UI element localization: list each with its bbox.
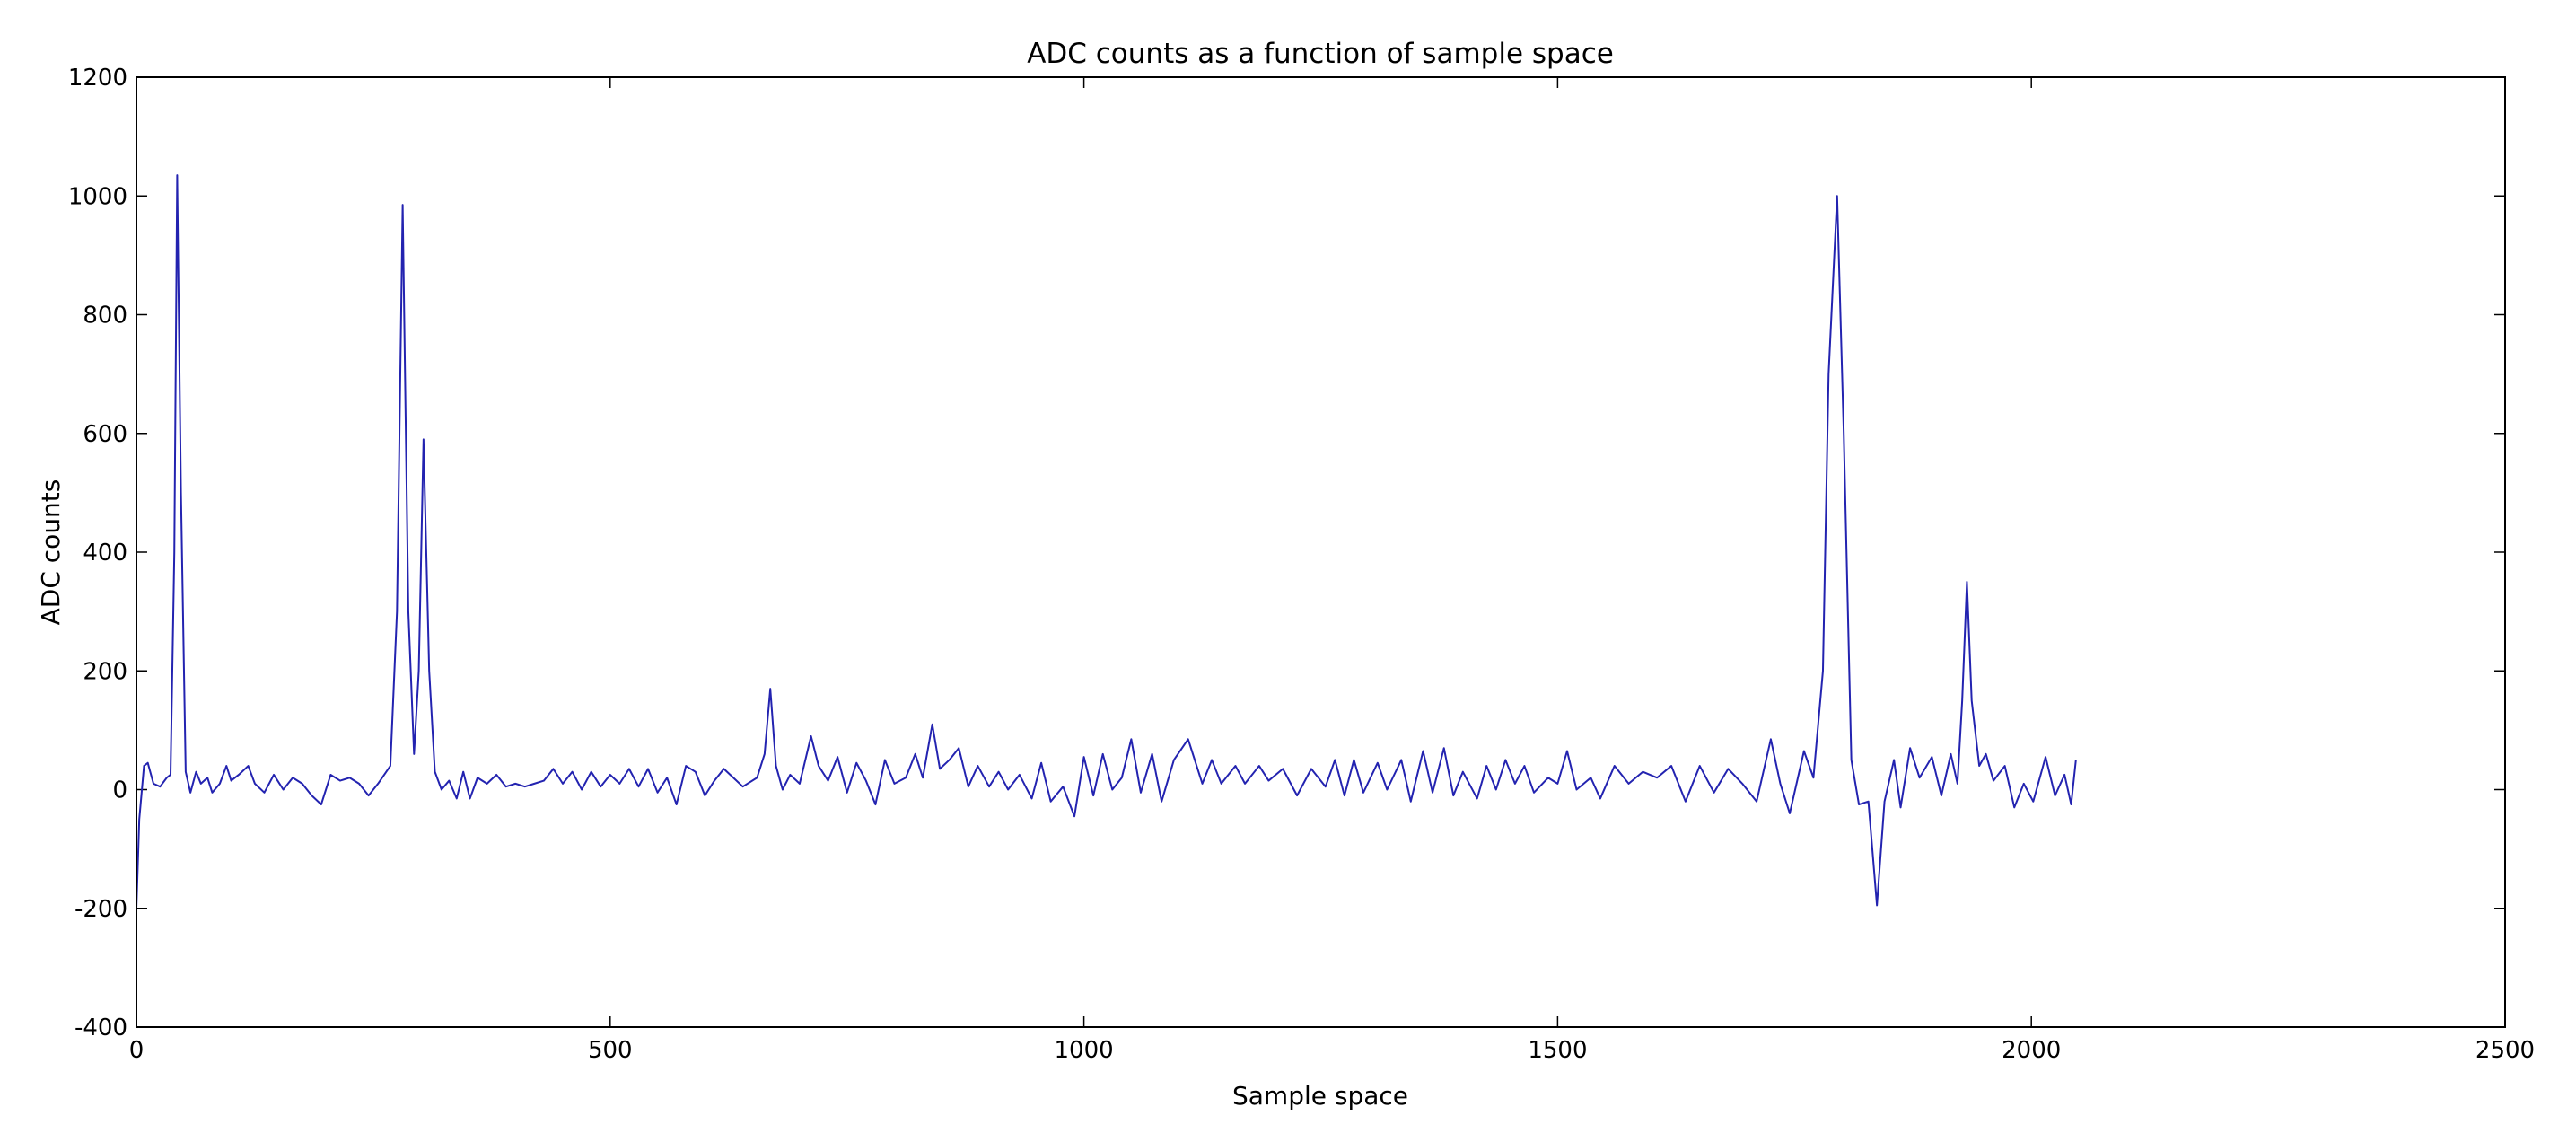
y-tick-label: -400 (74, 1015, 127, 1041)
x-tick-label: 1000 (1055, 1037, 1114, 1064)
y-tick-label: 600 (83, 421, 127, 448)
y-tick-label: 0 (112, 777, 127, 804)
x-tick-label: 2000 (2002, 1037, 2061, 1064)
x-tick-label: 2500 (2475, 1037, 2535, 1064)
y-axis-label: ADC counts (36, 479, 66, 626)
x-tick-label: 1500 (1528, 1037, 1587, 1064)
plot-frame (136, 76, 2506, 1028)
y-tick-label: 400 (83, 540, 127, 567)
chart-title: ADC counts as a function of sample space (1027, 38, 1614, 70)
y-tick-label: 800 (83, 303, 127, 329)
data-line (136, 174, 2077, 909)
y-tick-label: 200 (83, 658, 127, 685)
y-tick-label: -200 (74, 896, 127, 923)
x-axis-label: Sample space (1232, 1081, 1408, 1111)
x-tick-label: 500 (588, 1037, 633, 1064)
x-tick-label: 0 (129, 1037, 145, 1064)
y-tick-label: 1000 (68, 183, 127, 210)
y-tick-label: 1200 (68, 65, 127, 92)
